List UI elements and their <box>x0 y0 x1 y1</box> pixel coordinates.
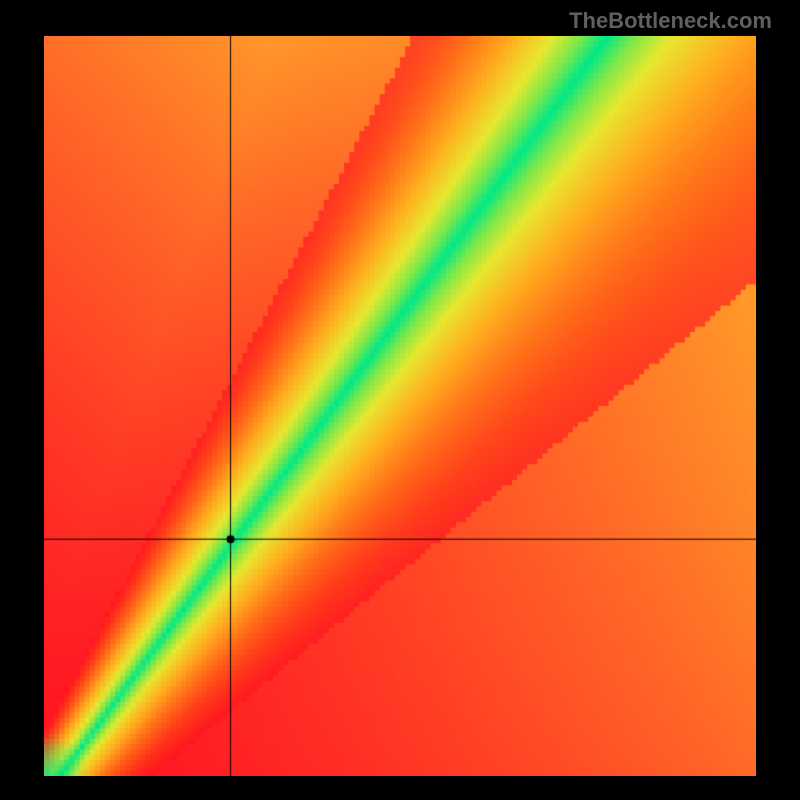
watermark-text: TheBottleneck.com <box>569 8 772 34</box>
chart-frame <box>44 36 756 776</box>
heatmap-canvas <box>44 36 756 776</box>
